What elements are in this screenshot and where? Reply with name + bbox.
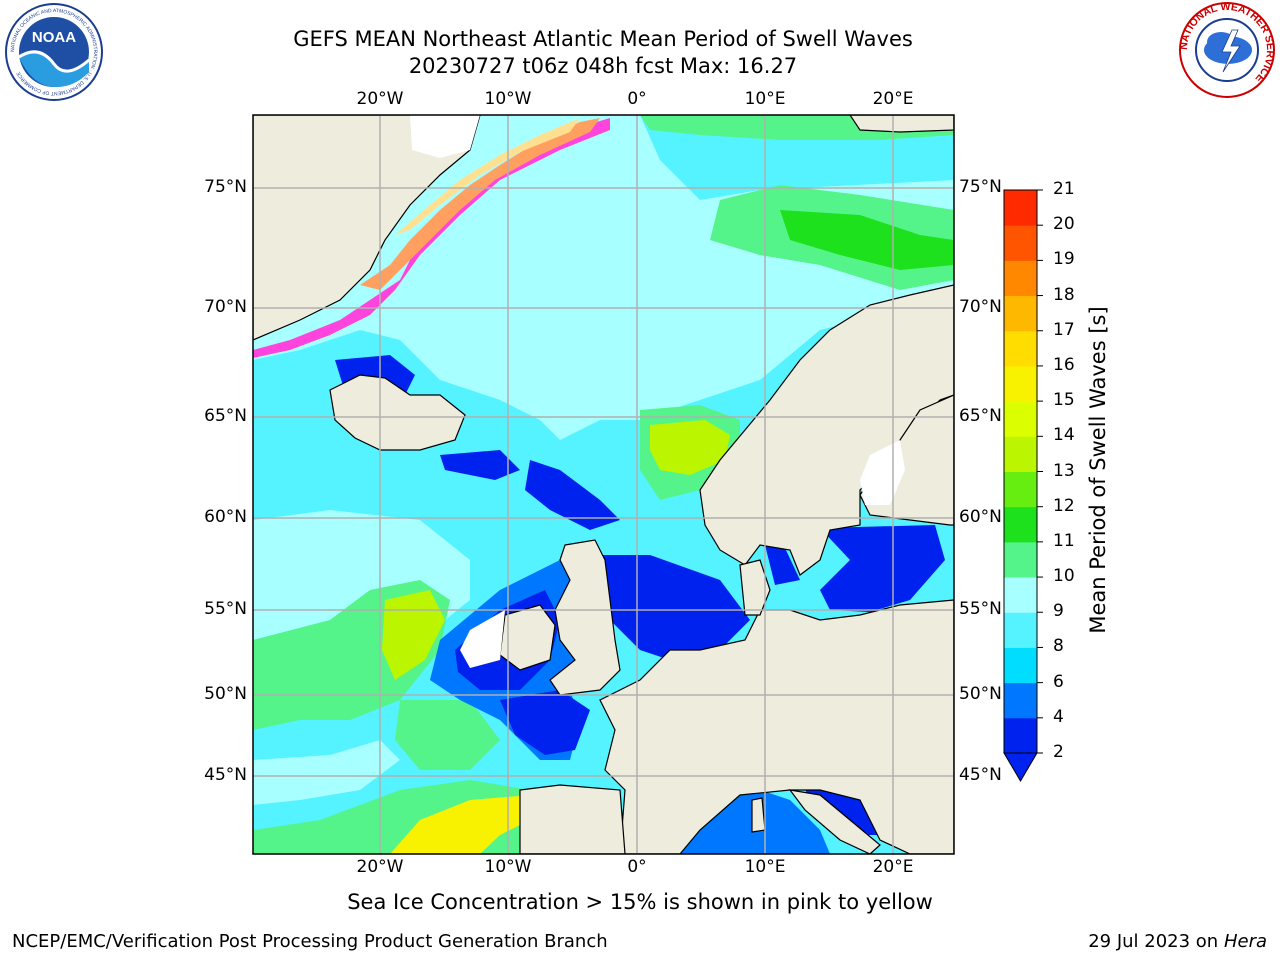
colorbar-extend-arrow: [1003, 752, 1038, 782]
lat-tick-right-70n: 70°N: [959, 297, 1002, 317]
footer-date-text: 29 Jul 2023 on: [1088, 931, 1224, 952]
lat-tick-left-55n: 55°N: [204, 599, 247, 619]
colorbar-swatch-9-10: [1004, 577, 1037, 613]
lon-tick-bottom-0: 0°: [627, 857, 647, 877]
colorbar-tick-label: 14: [1053, 425, 1075, 446]
swell-region-west-yellow: [382, 590, 445, 680]
lat-tick-right-50n: 50°N: [959, 684, 1002, 704]
missing-data-irish-sea: [460, 610, 505, 668]
lat-tick-left-45n: 45°N: [204, 765, 247, 785]
colorbar-tick-label: 11: [1053, 530, 1075, 551]
colorbar-swatch-4-6: [1004, 682, 1037, 719]
colorbar-tick-label: 2: [1053, 742, 1064, 762]
sea-ice-note-text: Sea Ice Concentration > 15% is shown in …: [347, 890, 933, 914]
footer-credit: NCEP/EMC/Verification Post Processing Pr…: [12, 931, 608, 952]
noaa-logo-text: NOAA: [32, 29, 76, 46]
swell-region-iceland-blue: [440, 450, 520, 480]
lat-tick-left-70n: 70°N: [204, 297, 247, 317]
swell-region-southwest-green: [253, 740, 400, 805]
lat-tick-right-60n: 60°N: [959, 507, 1002, 527]
colorbar-swatch-19-20: [1004, 225, 1037, 261]
lon-tick-top-20w: 20°W: [356, 89, 404, 109]
chart-title: GEFS MEAN Northeast Atlantic Mean Period…: [293, 27, 913, 51]
colorbar-tick-label: 19: [1053, 249, 1075, 270]
swell-region-barents-green2: [780, 210, 954, 270]
colorbar-tick-label: 17: [1053, 319, 1075, 340]
sea-ice-greenland-orange: [360, 118, 600, 290]
lat-tick-left-50n: 50°N: [204, 684, 247, 704]
map-frame: [252, 114, 955, 855]
swell-region-channel-darkblue: [500, 690, 590, 755]
lat-tick-right-55n: 55°N: [959, 599, 1002, 619]
lon-tick-top-10e: 10°E: [744, 89, 786, 109]
lon-tick-top-0: 0°: [627, 89, 647, 109]
colorbar-swatch-18-19: [1004, 260, 1037, 297]
swell-region-baltic-blue: [820, 525, 945, 612]
footer-date: 29 Jul 2023 on Hera: [1088, 931, 1267, 952]
land-greenland: [253, 115, 481, 341]
colorbar-tick-label: 12: [1053, 495, 1075, 516]
swell-region-biscay-green: [395, 700, 500, 770]
land-svalbard: [849, 115, 954, 133]
colorbar-swatch-11-12: [1004, 506, 1037, 543]
lat-tick-left-65n: 65°N: [204, 406, 247, 426]
sea-ice-note: Sea Ice Concentration > 15% is shown in …: [0, 890, 1280, 914]
lon-tick-bottom-10e: 10°E: [744, 857, 786, 877]
lat-tick-right-75n: 75°N: [959, 177, 1002, 197]
colorbar-swatch-17-18: [1004, 295, 1037, 332]
colorbar-tick-label: 10: [1053, 566, 1075, 587]
land-iceland: [329, 374, 466, 451]
lat-tick-right-45n: 45°N: [959, 765, 1002, 785]
swell-region-norway-yellow: [650, 420, 730, 475]
lon-tick-top-10w: 10°W: [484, 89, 532, 109]
colorbar-tick-label: 20: [1053, 214, 1075, 235]
colorbar-tick-label: 13: [1053, 460, 1075, 481]
colorbar-tick-label: 4: [1053, 706, 1064, 727]
land-corsica: [751, 797, 766, 833]
colorbar-swatch-6-8: [1004, 647, 1037, 684]
noaa-logo: NOAA NATIONAL OCEANIC AND ATMOSPHERIC AD…: [5, 3, 103, 101]
colorbar-tick-label: 8: [1053, 636, 1064, 657]
colorbar-tick-label: 18: [1053, 284, 1075, 305]
colorbar-swatch-12-13: [1004, 471, 1037, 508]
colorbar-tick-label: 9: [1053, 601, 1064, 622]
colorbar-swatch-10-11: [1004, 541, 1037, 578]
lon-tick-bottom-20w: 20°W: [356, 857, 404, 877]
colorbar-label-text: Mean Period of Swell Waves [s]: [1086, 306, 1110, 634]
swell-region-kattegat-blue: [765, 545, 800, 585]
lat-tick-left-60n: 60°N: [204, 507, 247, 527]
colorbar: [1003, 189, 1043, 782]
colorbar-swatch-2-4: [1004, 717, 1037, 754]
lat-tick-left-75n: 75°N: [204, 177, 247, 197]
colorbar-swatch-14-15: [1004, 401, 1037, 437]
colorbar-tick-label: 6: [1053, 671, 1064, 692]
graticule: [253, 115, 954, 854]
colorbar-swatch-15-16: [1004, 365, 1037, 402]
colorbar-swatch-16-17: [1004, 330, 1037, 367]
missing-data-greenland-coast: [410, 115, 480, 158]
colorbar-tick-label: 21: [1053, 179, 1075, 199]
lon-tick-top-20e: 20°E: [872, 89, 914, 109]
land-italy: [788, 789, 881, 854]
lat-tick-right-65n: 65°N: [959, 406, 1002, 426]
colorbar-tick-label: 16: [1053, 354, 1075, 375]
chart-subtitle: 20230727 t06z 048h fcst Max: 16.27: [408, 54, 798, 78]
colorbar-tick-label: 15: [1053, 390, 1075, 411]
footer-host: Hera: [1223, 931, 1267, 952]
land-iberia: [519, 784, 626, 854]
lon-tick-bottom-20e: 20°E: [872, 857, 914, 877]
colorbar-swatch-13-14: [1004, 436, 1037, 472]
nws-logo: NATIONAL WEATHER SERVICE: [1178, 1, 1276, 98]
swell-region-faroe-blue: [525, 460, 620, 530]
colorbar-swatch-8-9: [1004, 612, 1037, 648]
sea-ice-greenland-yellow: [395, 118, 580, 235]
colorbar-swatch-20-21: [1004, 190, 1037, 226]
lon-tick-bottom-10w: 10°W: [484, 857, 532, 877]
